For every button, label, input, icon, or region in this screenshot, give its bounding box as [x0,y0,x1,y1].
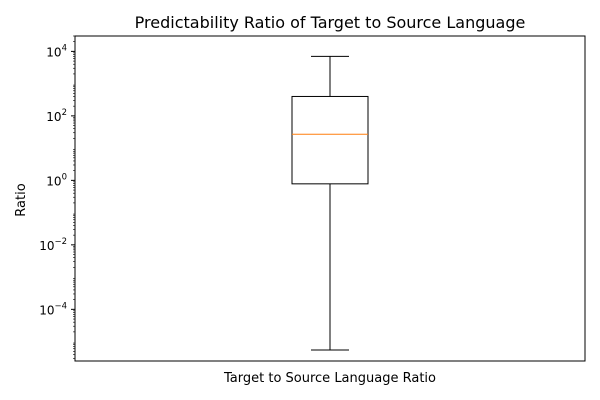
axes-frame [74,35,586,362]
y-tick-label: 102 [46,108,67,124]
y-tick-label: 100 [46,172,67,188]
y-tick-label: 10−2 [39,237,67,253]
y-axis-label: Ratio [14,183,29,216]
x-axis-label: Target to Source Language Ratio [223,371,436,386]
chart-title: Predictability Ratio of Target to Source… [135,13,526,32]
plot-area: 10−4 10−2 100 102 104 [39,35,586,362]
y-tick-label: 104 [46,43,67,59]
y-tick-label: 10−4 [39,301,67,317]
box-iqr [291,95,369,185]
